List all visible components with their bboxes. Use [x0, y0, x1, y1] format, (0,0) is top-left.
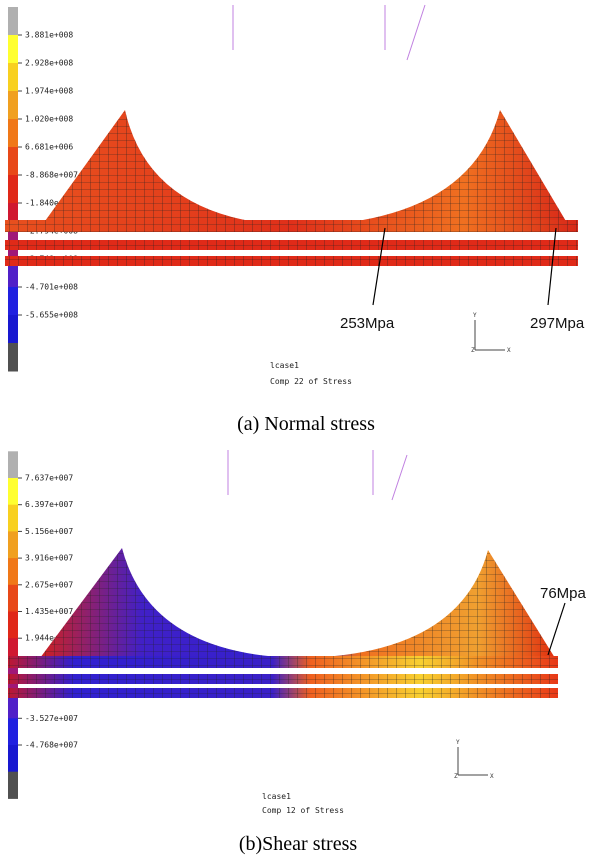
colorbar-segment — [8, 478, 18, 506]
colorbar-label: -4.701e+008 — [25, 283, 78, 292]
panel-b: 7.637e+007 6.397e+007 5.156e+007 3.916e+007… — [8, 450, 587, 855]
colorbar-segment — [8, 343, 18, 372]
colorbar-label: 1.020e+008 — [25, 115, 73, 124]
annotation: 76Mpa — [540, 585, 587, 602]
colorbar-label: 3.881e+008 — [25, 31, 73, 40]
colorbar-label: 1.974e+008 — [25, 87, 73, 96]
colorbar-label: -1.840e+008 — [25, 199, 78, 208]
colorbar-segment — [8, 718, 18, 746]
axis-label: X — [490, 773, 494, 780]
colorbar-label: -8.868e+007 — [25, 171, 78, 180]
colorbar-label: 6.397e+007 — [25, 500, 73, 509]
colorbar-segment — [8, 175, 18, 204]
colorbar-segment — [8, 504, 18, 532]
colorbar-segment — [8, 203, 18, 232]
colorbar-segment — [8, 287, 18, 316]
colorbar-segment — [8, 147, 18, 176]
colorbar-segment — [8, 691, 18, 719]
axis-label: Y — [456, 739, 460, 746]
caption: (b)Shear stress — [239, 833, 358, 855]
colorbar-segment — [8, 771, 18, 799]
component-label: Comp 22 of Stress — [270, 377, 352, 386]
axis-label: X — [507, 347, 511, 354]
colorbar-segment — [8, 35, 18, 64]
colorbar-label: 2.675e+007 — [25, 580, 73, 589]
colorbar-label: 1.944e+006 — [25, 634, 73, 643]
colorbar-segment — [8, 63, 18, 92]
component-label: Comp 12 of Stress — [262, 806, 344, 815]
colorbar-label: -3.527e+007 — [25, 714, 78, 723]
colorbar-segment — [8, 451, 18, 479]
colorbar-segment — [8, 259, 18, 288]
colorbar-segment — [8, 745, 18, 773]
panel-a: 3.881e+008 2.928e+008 1.974e+008 1.020e+008… — [5, 4, 585, 435]
colorbar-label: 5.156e+007 — [25, 527, 73, 536]
colorbar: 3.881e+008 2.928e+008 1.974e+008 1.020e+008… — [8, 7, 78, 372]
caption: (a) Normal stress — [237, 413, 375, 435]
case-label: lcase1 — [270, 361, 299, 370]
colorbar-segment — [8, 7, 18, 36]
annotation: 297Mpa — [530, 315, 585, 332]
colorbar-label: -4.768e+007 — [25, 741, 78, 750]
colorbar-label: 6.681e+006 — [25, 143, 73, 152]
colorbar-segment — [8, 91, 18, 120]
colorbar-label: 7.637e+007 — [25, 474, 73, 483]
colorbar-segment — [8, 611, 18, 639]
colorbar-segment — [8, 119, 18, 148]
colorbar-segment — [8, 531, 18, 559]
colorbar-label: 1.435e+007 — [25, 607, 73, 616]
axis-label: Y — [473, 312, 477, 319]
colorbar-label: -5.655e+008 — [25, 311, 78, 320]
colorbar-label: 3.916e+007 — [25, 554, 73, 563]
colorbar-segment — [8, 558, 18, 586]
colorbar-segment — [8, 584, 18, 612]
colorbar-segment — [8, 638, 18, 666]
annotation: 253Mpa — [340, 315, 395, 332]
axis-label: Z — [471, 347, 475, 354]
axis-label: Z — [454, 773, 458, 780]
case-label: lcase1 — [262, 792, 291, 801]
colorbar-segment — [8, 315, 18, 344]
colorbar-label: 2.928e+008 — [25, 59, 73, 68]
